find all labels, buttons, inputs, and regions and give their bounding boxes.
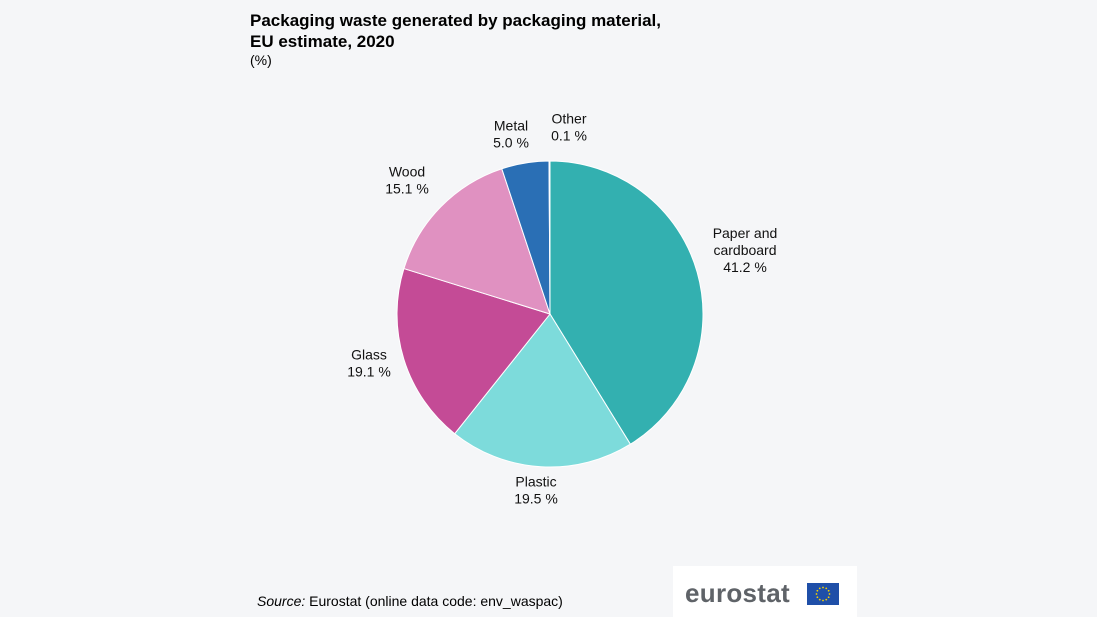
- pie-slice-other: [548, 160, 551, 315]
- chart-title: Packaging waste generated by packaging m…: [250, 10, 661, 52]
- pie-slice-glass: [396, 267, 551, 435]
- chart-title-line-1: Packaging waste generated by packaging m…: [250, 11, 661, 30]
- slice-label-other: Other 0.1 %: [551, 111, 587, 144]
- logo-text: eurostat: [685, 578, 790, 608]
- chart-title-line-2: EU estimate, 2020: [250, 32, 395, 51]
- pie-slice-paper-and-cardboard: [549, 160, 704, 445]
- source-prefix: Source:: [257, 593, 306, 609]
- pie-slice-plastic: [454, 313, 632, 468]
- eurostat-logo: eurostat: [673, 566, 857, 617]
- slice-label-metal: Metal 5.0 %: [493, 118, 529, 151]
- eu-flag-icon: [807, 583, 839, 605]
- chart-unit: (%): [250, 52, 272, 68]
- source-note: Source: Eurostat (online data code: env_…: [257, 593, 563, 609]
- source-text: Eurostat (online data code: env_waspac): [305, 593, 563, 609]
- slice-label-wood: Wood 15.1 %: [385, 164, 429, 197]
- slice-label-paper-and-cardboard: Paper and cardboard 41.2 %: [713, 225, 778, 275]
- slice-label-plastic: Plastic 19.5 %: [514, 474, 558, 507]
- slice-label-glass: Glass 19.1 %: [347, 347, 391, 380]
